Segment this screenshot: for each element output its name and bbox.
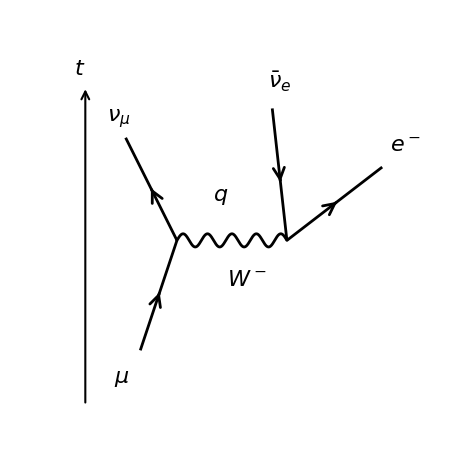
Text: $W^-$: $W^-$ [227,270,266,290]
Text: $q$: $q$ [213,188,228,208]
Text: $t$: $t$ [74,59,85,79]
Text: $\mu$: $\mu$ [114,368,130,389]
Text: $\bar{\nu}_e$: $\bar{\nu}_e$ [268,70,292,94]
Text: $e^-$: $e^-$ [390,136,420,156]
Text: $\nu_\mu$: $\nu_\mu$ [107,108,131,130]
